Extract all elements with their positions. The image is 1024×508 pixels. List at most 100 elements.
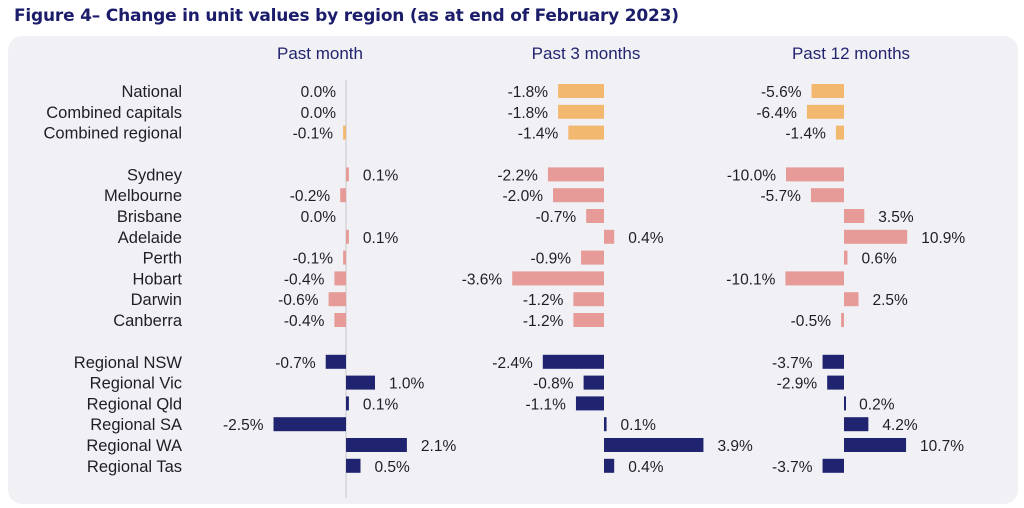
bar-past-12-months-canberra [841,313,844,327]
value-label-past-month-canberra: -0.4% [284,313,325,330]
bar-past-3-months-regional-tas [604,458,615,473]
value-label-past-month-melbourne: -0.2% [290,188,331,205]
value-label-past-12-months-regional-qld: 0.2% [859,396,895,413]
bar-past-12-months-hobart [785,271,844,286]
region-label-regional-qld: Regional Qld [87,395,182,413]
region-label-darwin: Darwin [131,291,182,309]
value-label-past-3-months-perth: -0.9% [531,251,572,268]
panel-title-past-month: Past month [277,44,363,63]
value-label-past-month-sydney: 0.1% [363,167,399,184]
region-label-brisbane: Brisbane [117,208,182,226]
value-label-past-12-months-hobart: -10.1% [726,271,775,288]
value-label-past-3-months-regional-sa: 0.1% [621,417,657,434]
value-label-past-12-months-regional-wa: 10.7% [920,438,964,455]
bar-past-month-adelaide [346,229,349,244]
value-label-past-month-adelaide: 0.1% [363,230,399,247]
value-label-past-3-months-sydney: -2.2% [497,167,538,184]
bar-past-3-months-regional-qld [575,396,604,411]
bar-past-3-months-perth [581,250,604,265]
bar-past-12-months-combined-capitals [806,104,844,119]
value-label-past-month-regional-qld: 0.1% [363,396,399,413]
bar-past-3-months-regional-wa [604,438,704,452]
bar-past-12-months-regional-vic [827,375,844,390]
bar-past-3-months-regional-nsw [542,354,604,369]
value-label-past-month-hobart: -0.4% [284,271,325,288]
region-label-hobart: Hobart [132,270,182,288]
bar-past-3-months-darwin [573,292,604,307]
value-label-past-12-months-adelaide: 10.9% [921,230,965,247]
bar-past-3-months-brisbane [586,209,604,223]
change-in-unit-values-chart: National Combined capitals Combined region… [43,44,965,498]
value-label-past-3-months-regional-vic: -0.8% [533,376,574,393]
bar-past-12-months-darwin [844,292,859,307]
value-label-past-12-months-national: -5.6% [761,84,802,101]
bar-past-12-months-brisbane [844,209,865,223]
value-label-past-3-months-combined-capitals: -1.8% [508,105,549,122]
figure-title: Figure 4– Change in unit values by regio… [14,6,679,26]
value-label-past-month-regional-tas: 0.5% [375,459,411,476]
value-label-past-12-months-regional-vic: -2.9% [777,376,818,393]
bar-past-month-melbourne [340,188,346,203]
bar-past-month-perth [343,250,346,265]
bar-past-month-regional-wa [346,438,407,452]
value-label-past-month-national: 0.0% [301,84,337,101]
value-label-past-3-months-brisbane: -0.7% [536,209,577,226]
panel-title-past-3-months: Past 3 months [532,44,641,63]
value-label-past-month-darwin: -0.6% [278,292,319,309]
value-label-past-month-combined-regional: -0.1% [293,126,334,143]
bar-past-3-months-adelaide [604,229,615,244]
value-label-past-12-months-brisbane: 3.5% [878,209,914,226]
region-label-combined-capitals: Combined capitals [46,104,182,122]
value-label-past-month-regional-nsw: -0.7% [275,355,316,372]
bar-past-month-canberra [334,313,346,327]
value-label-past-12-months-combined-regional: -1.4% [785,126,826,143]
value-label-past-month-brisbane: 0.0% [301,209,337,226]
bar-past-3-months-melbourne [553,188,604,203]
bar-past-month-regional-qld [346,396,349,411]
region-label-national: National [121,83,182,101]
value-label-past-month-regional-sa: -2.5% [223,417,264,434]
region-label-melbourne: Melbourne [104,187,182,205]
value-label-past-3-months-melbourne: -2.0% [503,188,544,205]
bar-past-month-regional-sa [273,417,346,432]
bar-past-3-months-canberra [573,313,604,327]
value-label-past-3-months-regional-nsw: -2.4% [492,355,533,372]
value-label-past-3-months-regional-wa: 3.9% [717,438,753,455]
value-label-past-12-months-darwin: 2.5% [873,292,909,309]
bar-past-3-months-national [558,84,604,98]
bar-past-month-sydney [346,167,349,182]
chart-panel: National Combined capitals Combined region… [8,36,1018,504]
value-label-past-month-regional-vic: 1.0% [389,376,425,393]
region-label-sydney: Sydney [127,166,183,184]
bar-past-12-months-melbourne [810,188,844,203]
bar-past-12-months-regional-qld [844,396,846,411]
bar-past-12-months-regional-sa [844,417,869,432]
bar-past-12-months-sydney [786,167,844,182]
bar-past-month-regional-tas [346,458,361,473]
value-label-past-month-perth: -0.1% [293,251,334,268]
bar-past-month-hobart [334,271,346,286]
value-label-past-12-months-canberra: -0.5% [791,313,832,330]
bar-past-3-months-combined-regional [568,125,604,140]
bar-past-12-months-combined-regional [835,125,844,140]
bar-past-month-combined-regional [343,125,346,140]
bar-past-12-months-national [811,84,844,98]
value-label-past-12-months-melbourne: -5.7% [760,188,801,205]
region-label-canberra: Canberra [113,312,183,330]
value-label-past-month-combined-capitals: 0.0% [301,105,337,122]
value-label-past-12-months-regional-tas: -3.7% [772,459,813,476]
region-label-regional-nsw: Regional NSW [74,354,183,372]
value-label-past-3-months-regional-tas: 0.4% [628,459,664,476]
panel-title-past-12-months: Past 12 months [792,44,910,63]
value-label-past-3-months-darwin: -1.2% [523,292,564,309]
value-label-past-3-months-hobart: -3.6% [462,271,503,288]
bar-past-3-months-combined-capitals [558,104,604,119]
value-label-past-12-months-perth: 0.6% [861,251,897,268]
bar-past-3-months-hobart [512,271,604,286]
bar-past-3-months-sydney [547,167,604,182]
value-label-past-3-months-regional-qld: -1.1% [525,396,566,413]
value-label-past-3-months-adelaide: 0.4% [628,230,664,247]
value-label-past-3-months-canberra: -1.2% [523,313,564,330]
value-label-past-3-months-combined-regional: -1.4% [518,126,559,143]
